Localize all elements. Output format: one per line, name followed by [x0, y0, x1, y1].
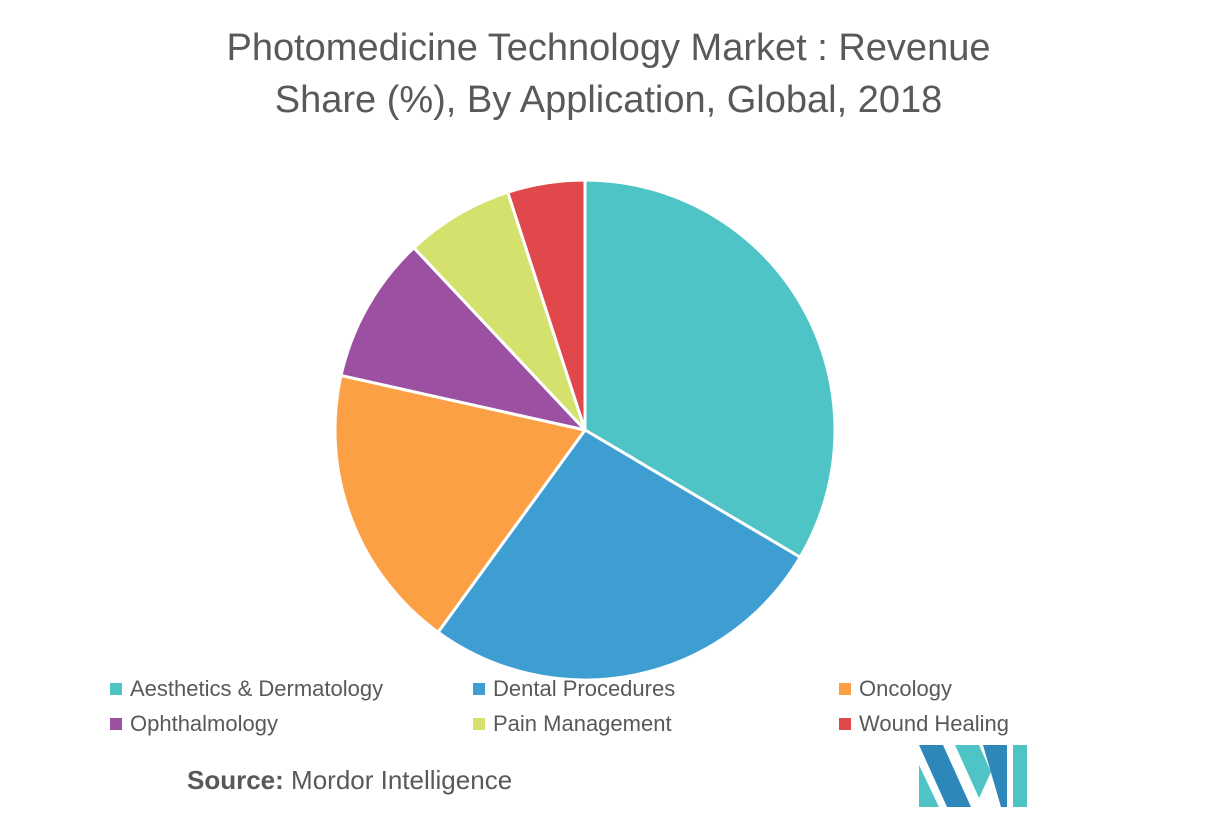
source-note: Source: Mordor Intelligence — [187, 765, 512, 796]
legend-swatch-oncology — [839, 683, 851, 695]
pie-slice-oncology — [333, 373, 587, 634]
pie-slice-dental-procedures — [436, 428, 802, 680]
legend-label-oncology: Oncology — [859, 676, 952, 701]
legend-label-pain-management: Pain Management — [493, 711, 672, 736]
mordor-intelligence-logo-icon — [919, 745, 1027, 807]
legend-item-pain-management: Pain Management — [473, 711, 672, 737]
legend-item-aesthetics-dermatology: Aesthetics & Dermatology — [110, 676, 383, 702]
legend-swatch-aesthetics-dermatology — [110, 683, 122, 695]
pie-slice-pain-management — [412, 190, 587, 432]
legend-label-ophthalmology: Ophthalmology — [130, 711, 278, 736]
source-text: Mordor Intelligence — [283, 765, 513, 795]
chart-title: Photomedicine Technology Market : Revenu… — [0, 22, 1217, 126]
legend-item-oncology: Oncology — [839, 676, 952, 702]
legend-item-dental-procedures: Dental Procedures — [473, 676, 675, 702]
legend-label-wound-healing: Wound Healing — [859, 711, 1010, 736]
pie-slice-wound-healing — [506, 178, 587, 432]
pie-slice-ophthalmology — [339, 246, 587, 432]
legend-item-wound-healing: Wound Healing — [839, 711, 1009, 737]
chart-title-line-1: Photomedicine Technology Market : Revenu… — [226, 27, 991, 69]
legend-swatch-wound-healing — [839, 718, 851, 730]
legend-label-dental-procedures: Dental Procedures — [493, 676, 676, 701]
legend-swatch-ophthalmology — [110, 718, 122, 730]
chart-title-line-2: Share (%), By Application, Global, 2018 — [274, 79, 943, 121]
legend-swatch-dental-procedures — [473, 683, 485, 695]
pie-slice-aesthetics-dermatology — [583, 178, 837, 559]
legend-item-ophthalmology: Ophthalmology — [110, 711, 278, 737]
source-prefix: Source: — [187, 765, 284, 795]
legend-label-aesthetics-dermatology: Aesthetics & Dermatology — [130, 676, 384, 701]
pie-chart — [333, 178, 837, 680]
legend-swatch-pain-management — [473, 718, 485, 730]
